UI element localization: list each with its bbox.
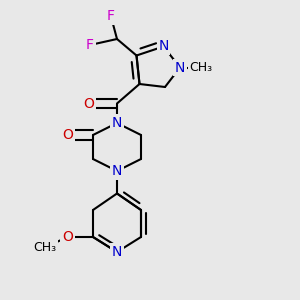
Text: CH₃: CH₃: [189, 61, 213, 74]
Text: O: O: [62, 230, 73, 244]
Text: O: O: [83, 97, 94, 110]
Text: F: F: [107, 10, 115, 23]
Text: N: N: [158, 40, 169, 53]
Text: CH₃: CH₃: [33, 241, 57, 254]
Text: N: N: [112, 116, 122, 130]
Text: N: N: [112, 164, 122, 178]
Text: F: F: [86, 38, 94, 52]
Text: O: O: [62, 128, 73, 142]
Text: N: N: [175, 61, 185, 74]
Text: N: N: [112, 245, 122, 259]
